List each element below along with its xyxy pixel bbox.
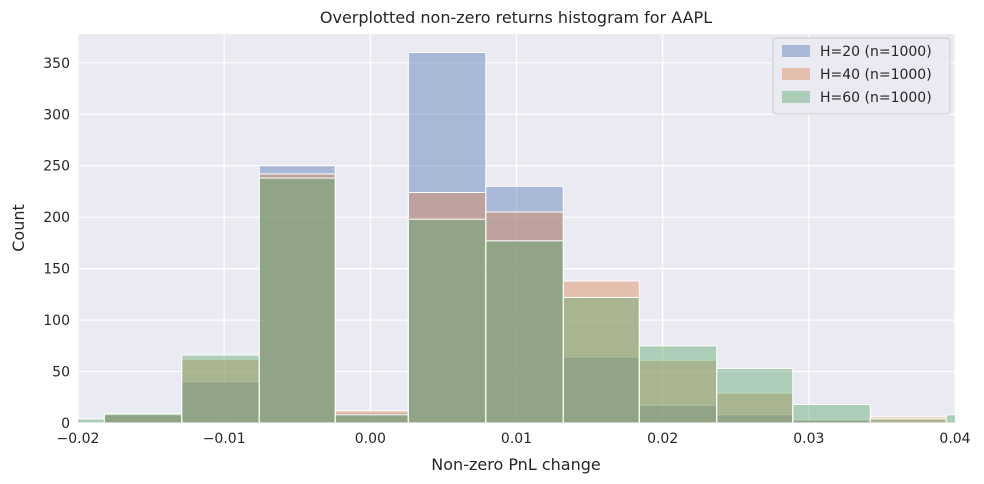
chart-title: Overplotted non-zero returns histogram f… [320, 8, 712, 27]
histogram-bar [485, 240, 564, 423]
y-tick-label: 250 [43, 159, 70, 175]
y-tick-label: 350 [43, 56, 70, 72]
series-2 [103, 173, 947, 423]
histogram-bar [716, 392, 794, 423]
x-axis-label: Non-zero PnL change [431, 455, 600, 474]
histogram-bar [181, 358, 260, 423]
histogram-bar [638, 345, 718, 423]
histogram-bar [716, 367, 794, 423]
legend-label: H=60 (n=1000) [820, 90, 932, 106]
legend-swatch [782, 45, 810, 57]
histogram-bar [258, 165, 336, 423]
legend-label: H=40 (n=1000) [820, 67, 932, 83]
histogram-bar [945, 414, 955, 423]
y-tick-label: 100 [43, 313, 70, 329]
y-tick-label: 0 [61, 416, 70, 432]
histogram-bar [407, 52, 487, 423]
legend-swatch [782, 91, 810, 103]
y-tick-label: 150 [43, 262, 70, 278]
histogram-bar [485, 211, 564, 423]
histogram-bar [407, 218, 487, 423]
histogram-bar [792, 403, 871, 423]
legend: H=20 (n=1000) H=40 (n=1000) H=60 (n=1000) [772, 37, 951, 115]
series-3 [78, 177, 955, 423]
y-tick-label: 200 [43, 210, 70, 226]
histogram-bar [869, 418, 947, 423]
histogram-bar [407, 191, 487, 423]
y-axis-ticks: 0 50 100 150 200 250 300 350 [43, 56, 70, 432]
histogram-bar [258, 177, 336, 423]
histogram-bar [562, 280, 640, 423]
x-tick-label: −0.01 [203, 431, 246, 447]
histogram-bar [258, 173, 336, 423]
histogram-bar [181, 354, 260, 423]
x-tick-label: 0.02 [647, 431, 678, 447]
x-tick-label: 0.01 [501, 431, 532, 447]
x-tick-label: 0.00 [355, 431, 386, 447]
histogram-bar [562, 296, 640, 423]
x-tick-label: −0.02 [57, 431, 100, 447]
y-tick-label: 300 [43, 107, 70, 123]
y-axis-label: Count [9, 204, 28, 252]
histogram-bar [103, 413, 183, 423]
x-axis-ticks: −0.02 −0.01 0.00 0.01 0.02 0.03 0.04 [57, 431, 971, 447]
legend-label: H=20 (n=1000) [820, 44, 932, 60]
x-tick-label: 0.03 [793, 431, 824, 447]
y-tick-label: 50 [52, 365, 70, 381]
histogram-bar [334, 414, 409, 423]
bars [78, 52, 955, 423]
legend-box [772, 37, 951, 115]
x-tick-label: 0.04 [939, 431, 970, 447]
legend-swatch [782, 68, 810, 80]
histogram-bar [638, 359, 718, 423]
